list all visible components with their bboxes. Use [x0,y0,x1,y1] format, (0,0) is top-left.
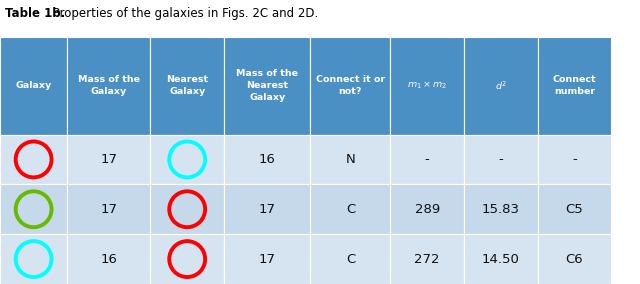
Text: C: C [346,252,355,266]
Bar [67,135,150,184]
Text: 16: 16 [259,153,276,166]
Text: Table 1b.: Table 1b. [5,7,65,20]
Bar [464,184,538,234]
Bar [310,234,390,284]
Text: Mass of the
Galaxy: Mass of the Galaxy [78,75,140,96]
Bar [390,184,464,234]
Text: -: - [572,153,577,166]
Text: C6: C6 [566,252,583,266]
Text: 14.50: 14.50 [482,252,520,266]
Text: C5: C5 [566,203,583,216]
Bar [150,37,224,135]
Bar [150,135,224,184]
Bar [538,234,611,284]
Text: 15.83: 15.83 [482,203,520,216]
Text: Nearest
Galaxy: Nearest Galaxy [166,75,208,96]
Bar [224,184,310,234]
Text: C: C [346,203,355,216]
Bar [67,234,150,284]
Text: 289: 289 [415,203,440,216]
Text: 17: 17 [259,203,276,216]
Bar [224,135,310,184]
Bar [0,135,67,184]
Bar [538,184,611,234]
Bar [390,234,464,284]
Text: -: - [425,153,429,166]
Bar [538,135,611,184]
Bar [150,234,224,284]
Bar [464,135,538,184]
Text: $d^2$: $d^2$ [495,80,507,92]
Text: N: N [346,153,355,166]
Text: Connect
number: Connect number [552,75,596,96]
Bar [390,37,464,135]
Text: Properties of the galaxies in Figs. 2C and 2D.: Properties of the galaxies in Figs. 2C a… [49,7,318,20]
Bar [464,37,538,135]
Text: 17: 17 [259,252,276,266]
Text: 16: 16 [100,252,117,266]
Text: $m_1 \times m_2$: $m_1 \times m_2$ [407,80,447,91]
Text: 17: 17 [100,153,117,166]
Text: Galaxy: Galaxy [15,81,52,90]
Bar [310,184,390,234]
Bar [67,37,150,135]
Bar [0,184,67,234]
Text: Connect it or
not?: Connect it or not? [316,75,385,96]
Bar [310,135,390,184]
Bar [0,37,67,135]
Bar [150,184,224,234]
Text: Mass of the
Nearest
Galaxy: Mass of the Nearest Galaxy [236,69,298,102]
Bar [464,234,538,284]
Bar [538,37,611,135]
Bar [224,234,310,284]
Bar [0,234,67,284]
Bar [390,135,464,184]
Text: 272: 272 [415,252,440,266]
Text: 17: 17 [100,203,117,216]
Bar [224,37,310,135]
Text: -: - [499,153,503,166]
Bar [67,184,150,234]
Bar [310,37,390,135]
